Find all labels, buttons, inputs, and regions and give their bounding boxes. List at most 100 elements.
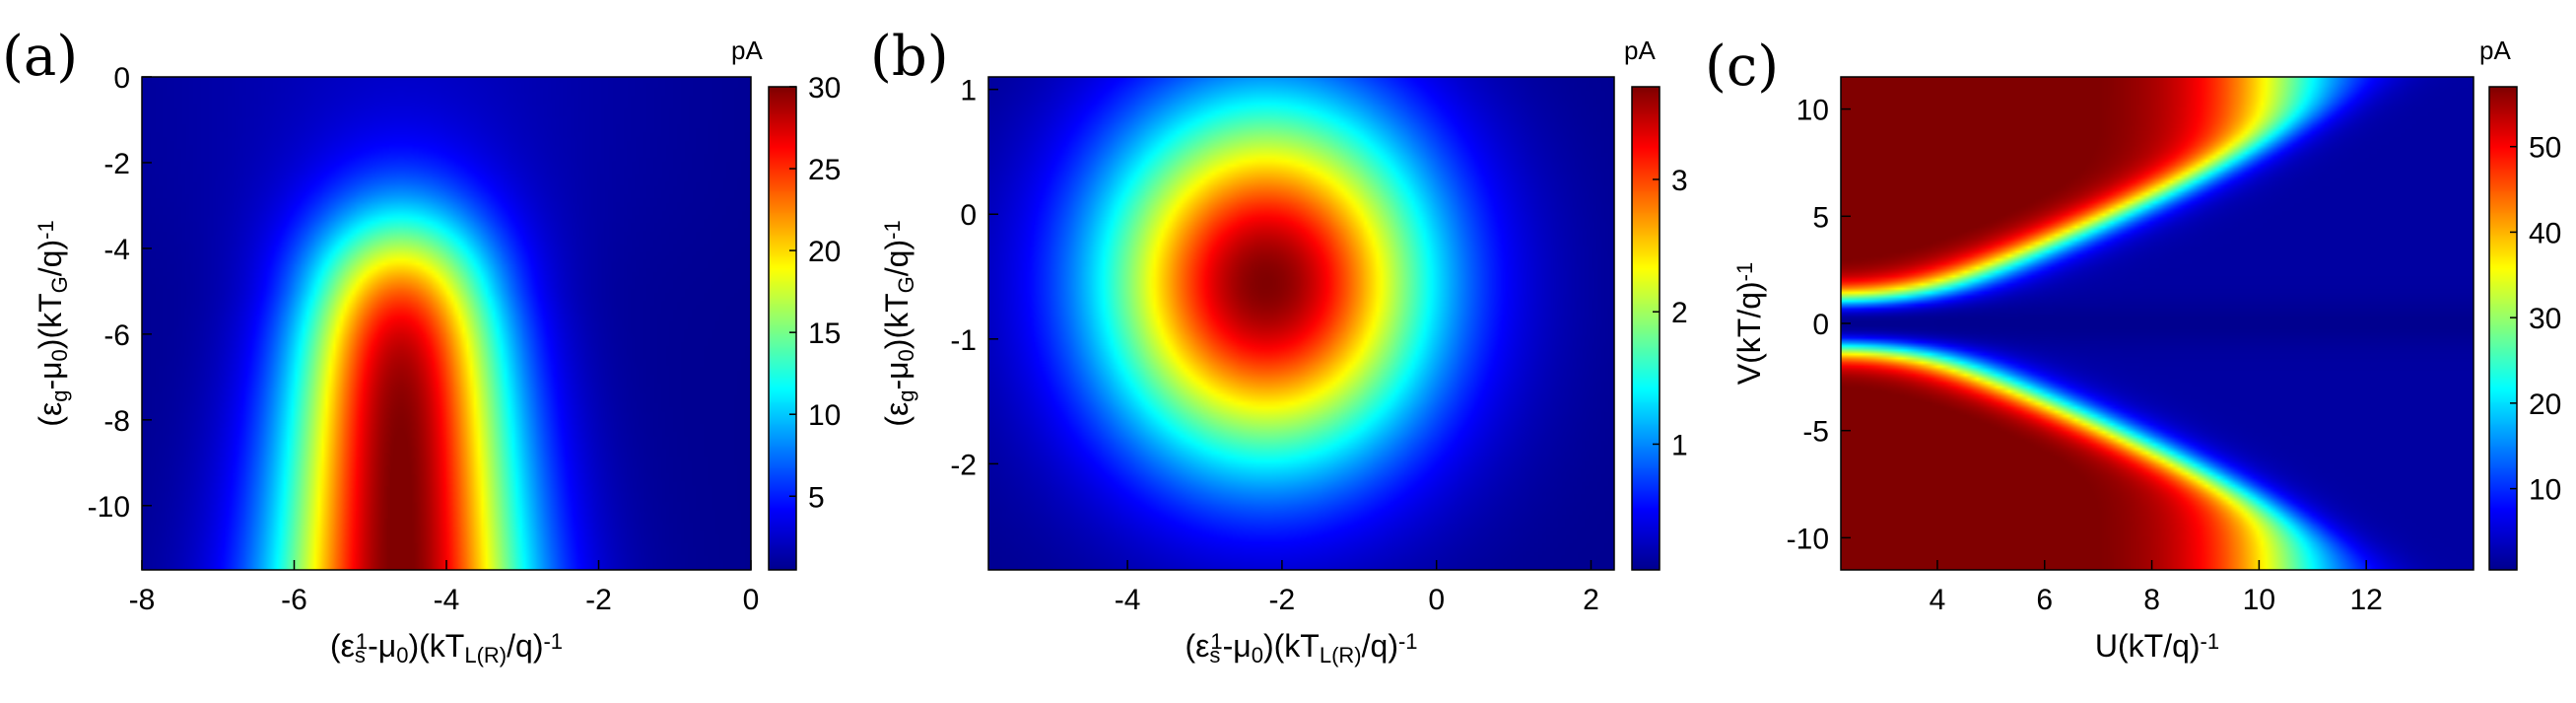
y-tick-label: -10 (88, 491, 130, 524)
y-tick-label: 0 (1812, 309, 1829, 341)
x-tick-label: -2 (585, 584, 612, 616)
axis-label-part: /q) (507, 628, 543, 664)
axis-label-part: V(kT/q) (1731, 281, 1767, 385)
panel-label: (c) (1705, 35, 1779, 99)
colorbar (2489, 87, 2517, 570)
axis-label-part: /q) (33, 240, 68, 276)
axis-label-part: -μ (879, 361, 915, 389)
axis-label-part: 1 (1210, 629, 1222, 654)
x-tick-label: 6 (2036, 584, 2053, 616)
cbar-tick-label: 30 (2529, 303, 2561, 335)
axis-label-part: (ε (879, 402, 915, 427)
axis-label-part: (ε (33, 402, 68, 427)
y-tick-label: -10 (1787, 523, 1829, 555)
axis-label-part: (ε (330, 628, 355, 664)
x-tick-label: 0 (1428, 584, 1445, 616)
panel-a: -8 -6 -4 -2 00-2-4-6-8-10 51015202530pA(a)(εs… (2, 25, 841, 668)
x-tick-label: 4 (1930, 584, 1946, 616)
y-axis-label: (εg-μ0)(kTG/q)-1 (879, 220, 918, 426)
colorbar-unit: pA (2479, 35, 2511, 65)
y-tick-label: -2 (950, 449, 977, 481)
x-tick-label: -2 (1269, 584, 1296, 616)
axis-label-part: g (47, 390, 72, 402)
x-axis-label: (εs1-μ0)(kTL(R)/q)-1 (330, 628, 563, 668)
x-tick-label: 2 (1583, 584, 1599, 616)
x-tick-label: -8 (129, 584, 156, 616)
axis-label-part: -1 (543, 629, 563, 654)
cbar-tick-label: 10 (808, 399, 841, 432)
axis-label-part: )(kT (879, 293, 915, 349)
axis-label-part: 0 (396, 643, 408, 668)
colorbar (769, 87, 796, 570)
axis-label-part: 1 (356, 629, 368, 654)
axis-label-part: )(kT (408, 628, 464, 664)
y-tick-label: -2 (103, 148, 130, 180)
axis-label-part: -1 (34, 220, 58, 240)
axis-label-part: g (894, 390, 918, 402)
axis-label-part: 0 (894, 349, 918, 361)
x-tick-label: -4 (1115, 584, 1141, 616)
axis-label-part: /q) (1362, 628, 1398, 664)
axis-label-part: -1 (880, 220, 905, 240)
x-tick-label: 0 (743, 584, 760, 616)
axis-label-part: )(kT (1263, 628, 1320, 664)
axis-label-part: U(kT/q) (2095, 628, 2201, 664)
axis-label-part: s (355, 643, 366, 668)
axis-label-part: -1 (2201, 629, 2220, 654)
heatmap-c (1841, 77, 2474, 570)
axis-label-part: (ε (1185, 628, 1209, 664)
axis-label-part: s (1209, 643, 1220, 668)
panel-label: (b) (870, 25, 949, 89)
panel-label: (a) (2, 25, 78, 89)
axis-label-part: 0 (47, 349, 72, 361)
axis-label-part: )(kT (33, 293, 68, 349)
axis-label-part: L(R) (464, 643, 507, 668)
y-tick-label: 0 (960, 199, 977, 232)
colorbar-unit: pA (1624, 35, 1656, 65)
cbar-tick-label: 10 (2529, 474, 2561, 507)
y-tick-label: 10 (1796, 95, 1829, 127)
axis-label-part: -μ (33, 361, 68, 389)
colorbar-frame (2488, 86, 2518, 571)
colorbar-frame (768, 86, 797, 571)
y-axis-label: (εg-μ0)(kTG/q)-1 (33, 220, 72, 426)
x-axis-label: U(kT/q)-1 (2095, 628, 2219, 664)
axis-label-part: /q) (879, 240, 915, 276)
x-tick-label: 10 (2243, 584, 2275, 616)
heatmap-a (142, 77, 751, 570)
cbar-tick-label: 30 (808, 72, 841, 105)
y-tick-label: 5 (1812, 201, 1829, 234)
cbar-tick-label: 20 (2529, 388, 2561, 421)
panel-c: 4 6 8 10 121050-5-101020304050pA(c)U(kT/q)-1… (1705, 35, 2561, 664)
axis-label-part: -1 (1732, 262, 1757, 282)
axis-label-part: -μ (1223, 628, 1252, 664)
x-tick-label: 12 (2349, 584, 2382, 616)
colorbar (1632, 87, 1660, 570)
cbar-tick-label: 50 (2529, 132, 2561, 165)
x-tick-label: -6 (281, 584, 307, 616)
colorbar-frame (1631, 86, 1661, 571)
panel-b: -4 -2 0 210-1-2123pA(b)(εs1-μ0)(kTL(R)/q)-1… (870, 25, 1688, 668)
y-tick-label: -1 (950, 324, 977, 357)
y-tick-label: -4 (103, 234, 130, 266)
axis-label-part: -μ (368, 628, 396, 664)
cbar-tick-label: 1 (1671, 429, 1688, 461)
x-tick-label: 8 (2143, 584, 2160, 616)
cbar-tick-label: 20 (808, 236, 841, 268)
y-axis-label: V(kT/q)-1 (1731, 262, 1767, 385)
cbar-tick-label: 15 (808, 317, 841, 350)
x-axis-label: (εs1-μ0)(kTL(R)/q)-1 (1185, 628, 1417, 668)
y-tick-label: 1 (960, 75, 977, 107)
cbar-tick-label: 25 (808, 154, 841, 186)
axis-label-part: G (47, 276, 72, 293)
y-tick-label: 0 (113, 62, 130, 95)
axis-label-part: L(R) (1320, 643, 1362, 668)
axis-label-part: G (894, 276, 918, 293)
x-tick-label: -4 (434, 584, 460, 616)
plot-frame (987, 76, 1615, 571)
y-tick-label: -5 (1802, 416, 1829, 449)
axis-label-part: -1 (1398, 629, 1418, 654)
y-tick-label: -8 (103, 405, 130, 438)
y-tick-label: -6 (103, 319, 130, 352)
colorbar-unit: pA (731, 35, 763, 65)
